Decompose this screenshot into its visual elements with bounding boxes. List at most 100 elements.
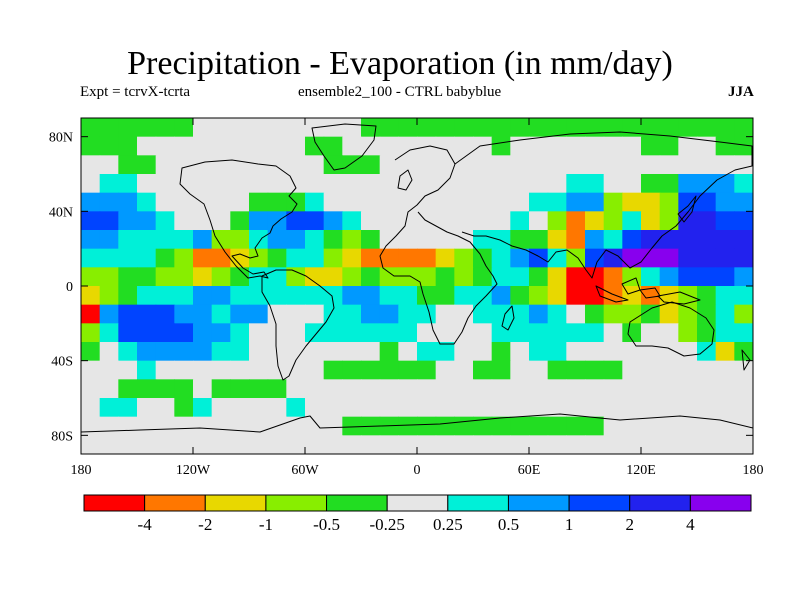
field-cell	[118, 379, 138, 399]
field-cell	[697, 304, 717, 324]
colorbar-label: -0.25	[369, 515, 404, 534]
field-cell	[174, 416, 194, 436]
field-cell	[361, 304, 381, 324]
field-cell	[137, 416, 157, 436]
field-cell	[473, 360, 493, 380]
field-cell	[529, 118, 549, 138]
field-cell	[715, 174, 735, 194]
field-cell	[622, 174, 642, 194]
field-cell	[155, 398, 175, 418]
field-cell	[81, 230, 101, 250]
field-cell	[267, 398, 287, 418]
field-cell	[323, 379, 343, 399]
field-cell	[211, 118, 231, 138]
field-cell	[99, 398, 119, 418]
field-cell	[566, 286, 586, 306]
field-cell	[211, 416, 231, 436]
field-cell	[342, 398, 362, 418]
field-cell	[118, 323, 138, 343]
field-cell	[510, 286, 530, 306]
field-cell	[286, 323, 306, 343]
field-cell	[230, 211, 250, 231]
field-cell	[678, 323, 698, 343]
field-cell	[230, 304, 250, 324]
field-cell	[603, 211, 623, 231]
field-cell	[454, 416, 474, 436]
field-cell	[342, 267, 362, 287]
field-cell	[641, 379, 661, 399]
field-cell	[603, 248, 623, 268]
field-cell	[137, 230, 157, 250]
field-cell	[286, 398, 306, 418]
field-cell	[547, 304, 567, 324]
field-cell	[230, 416, 250, 436]
field-cell	[230, 342, 250, 362]
field-cell	[398, 416, 418, 436]
field-cell	[622, 136, 642, 156]
field-cell	[473, 398, 493, 418]
coastline-south-america	[261, 269, 335, 381]
field-cell	[734, 230, 753, 250]
field-cell	[342, 118, 362, 138]
field-cell	[379, 435, 399, 454]
field-cell	[118, 304, 138, 324]
field-layer	[81, 118, 753, 454]
field-cell	[99, 174, 119, 194]
field-cell	[379, 248, 399, 268]
field-cell	[81, 248, 101, 268]
field-cell	[174, 379, 194, 399]
field-cell	[193, 360, 213, 380]
field-cell	[715, 267, 735, 287]
field-cell	[510, 416, 530, 436]
field-cell	[473, 304, 493, 324]
field-cell	[697, 192, 717, 212]
field-cell	[697, 342, 717, 362]
field-cell	[566, 136, 586, 156]
field-cell	[99, 267, 119, 287]
field-cell	[734, 286, 753, 306]
field-cell	[715, 323, 735, 343]
field-cell	[155, 342, 175, 362]
field-cell	[603, 174, 623, 194]
field-cell	[659, 304, 679, 324]
field-cell	[491, 398, 511, 418]
field-cell	[230, 155, 250, 175]
field-cell	[454, 286, 474, 306]
field-cell	[473, 230, 493, 250]
field-cell	[81, 136, 101, 156]
field-cell	[155, 155, 175, 175]
field-cell	[323, 304, 343, 324]
field-cell	[678, 398, 698, 418]
field-cell	[715, 435, 735, 454]
field-cell	[697, 286, 717, 306]
field-cell	[174, 174, 194, 194]
field-cell	[454, 398, 474, 418]
field-cell	[547, 323, 567, 343]
field-cell	[678, 248, 698, 268]
field-cell	[417, 323, 437, 343]
field-cell	[342, 435, 362, 454]
colorbar-label: -1	[259, 515, 273, 534]
field-cell	[379, 118, 399, 138]
field-cell	[678, 155, 698, 175]
field-cell	[174, 267, 194, 287]
field-cell	[529, 155, 549, 175]
field-cell	[211, 398, 231, 418]
field-cell	[454, 360, 474, 380]
field-cell	[659, 342, 679, 362]
field-cell	[491, 379, 511, 399]
field-cell	[585, 286, 605, 306]
field-cell	[529, 267, 549, 287]
field-cell	[379, 342, 399, 362]
field-cell	[81, 435, 101, 454]
field-cell	[454, 435, 474, 454]
ensemble-label: ensemble2_100 - CTRL babyblue	[298, 84, 502, 100]
field-cell	[529, 435, 549, 454]
field-cell	[435, 379, 455, 399]
field-cell	[174, 304, 194, 324]
field-cell	[361, 360, 381, 380]
field-cell	[435, 286, 455, 306]
axis-layer: 80N 40N 0 40S 80S 180 120W 60W 0 60E 120E 180	[49, 118, 764, 478]
field-cell	[622, 360, 642, 380]
